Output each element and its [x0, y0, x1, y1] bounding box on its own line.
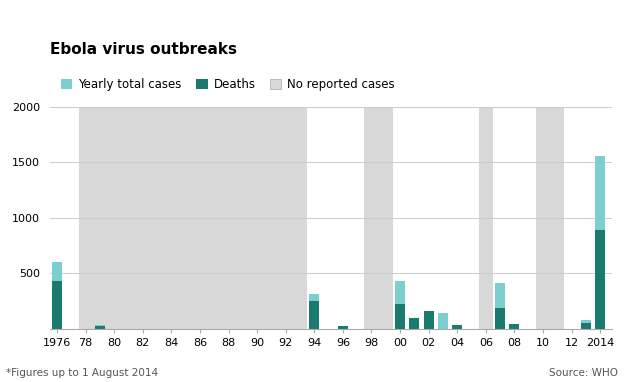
Legend: Yearly total cases, Deaths, No reported cases: Yearly total cases, Deaths, No reported …: [56, 73, 400, 96]
Text: Ebola virus outbreaks: Ebola virus outbreaks: [50, 42, 237, 57]
Bar: [438, 313, 448, 329]
Text: Source: WHO: Source: WHO: [548, 368, 618, 378]
Bar: [452, 325, 462, 329]
Bar: [479, 107, 493, 329]
Bar: [581, 323, 591, 329]
Bar: [581, 320, 591, 323]
Bar: [495, 308, 505, 329]
Bar: [95, 326, 105, 329]
Bar: [495, 283, 505, 308]
Bar: [310, 294, 319, 301]
Bar: [424, 311, 434, 329]
Bar: [536, 107, 564, 329]
Bar: [409, 318, 419, 329]
Bar: [95, 325, 105, 326]
Bar: [364, 107, 393, 329]
Bar: [338, 326, 348, 329]
Bar: [310, 301, 319, 329]
Bar: [107, 107, 307, 329]
Bar: [395, 282, 405, 304]
Bar: [52, 262, 62, 281]
Text: *Figures up to 1 August 2014: *Figures up to 1 August 2014: [6, 368, 158, 378]
Bar: [395, 304, 405, 329]
Bar: [509, 324, 519, 329]
Bar: [79, 107, 107, 329]
Bar: [595, 157, 605, 230]
Bar: [595, 230, 605, 329]
Bar: [52, 281, 62, 329]
